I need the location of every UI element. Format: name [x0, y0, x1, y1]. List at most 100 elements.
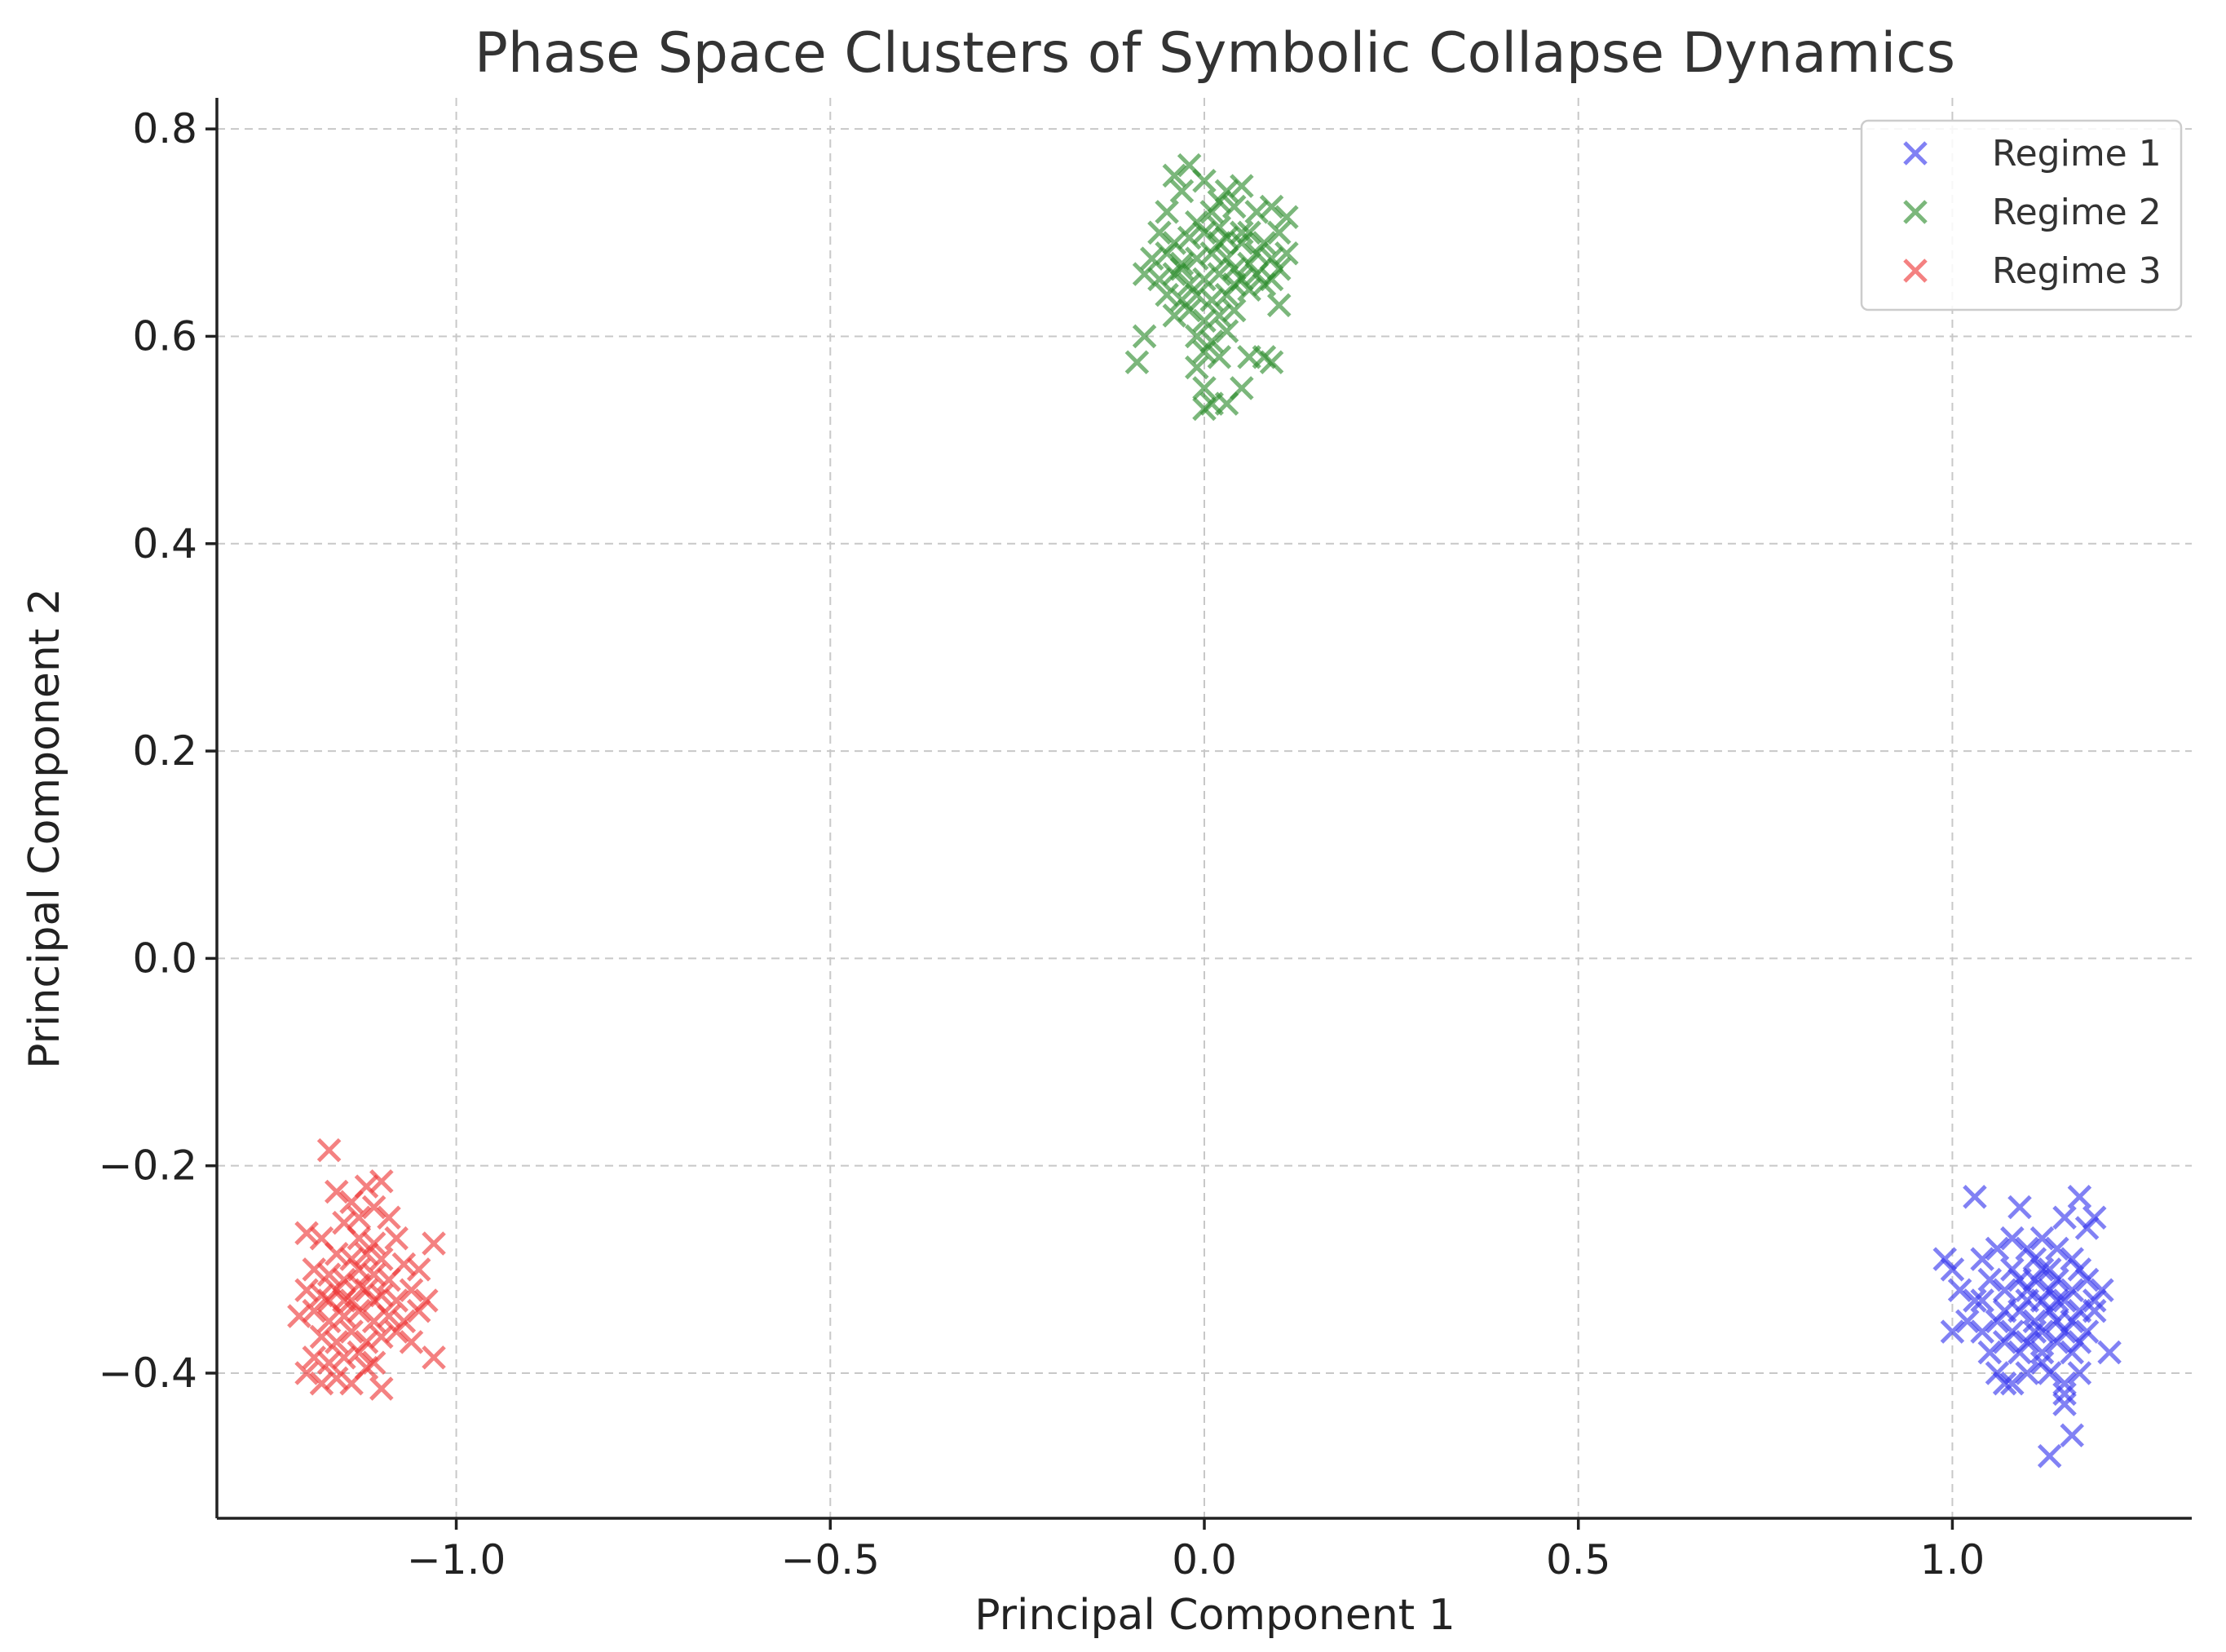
- data-point: [422, 1345, 446, 1370]
- data-point: [302, 1345, 327, 1370]
- data-point: [406, 1257, 431, 1282]
- data-point: [377, 1205, 401, 1230]
- data-point: [316, 1137, 342, 1163]
- data-point: [1155, 200, 1179, 224]
- data-point: [1259, 350, 1284, 375]
- data-point: [2000, 1257, 2025, 1282]
- data-point: [1259, 194, 1284, 219]
- data-point: [2052, 1319, 2077, 1344]
- x-axis-label: Principal Component 1: [974, 1591, 1455, 1640]
- data-point: [287, 1304, 311, 1328]
- data-point: [316, 1309, 342, 1334]
- data-point: [1977, 1267, 2003, 1292]
- data-point: [1199, 200, 1224, 224]
- data-point: [1940, 1319, 1965, 1344]
- data-point: [2007, 1195, 2032, 1220]
- data-point: [1970, 1319, 1994, 1344]
- data-point: [2015, 1330, 2039, 1354]
- x-tick-label: −1.0: [407, 1536, 506, 1584]
- data-point: [1207, 189, 1232, 214]
- data-point: [2045, 1236, 2069, 1261]
- data-point: [1207, 231, 1232, 255]
- data-point: [332, 1345, 356, 1370]
- data-point: [1124, 350, 1150, 375]
- legend-item: Regime 2: [1903, 192, 2162, 233]
- chart-title: Phase Space Clusters of Symbolic Collaps…: [475, 21, 1955, 86]
- data-point: [1162, 303, 1187, 328]
- x-tick-label: −0.5: [781, 1536, 880, 1584]
- data-point: [1932, 1247, 1958, 1271]
- data-point: [1207, 262, 1232, 286]
- data-point: [2000, 1371, 2025, 1396]
- data-point: [2067, 1185, 2092, 1209]
- legend-marker: [1903, 258, 1928, 283]
- data-point: [2074, 1216, 2100, 1240]
- data-point: [2015, 1361, 2039, 1385]
- data-point: [1230, 174, 1254, 198]
- data-point: [2015, 1236, 2039, 1261]
- data-point: [1992, 1330, 2017, 1354]
- data-point: [1985, 1309, 2010, 1334]
- data-point: [2074, 1319, 2100, 1344]
- data-point: [1237, 251, 1261, 276]
- data-point: [2029, 1340, 2055, 1365]
- data-point: [1185, 210, 1209, 235]
- data-point: [406, 1298, 431, 1323]
- data-point: [2000, 1226, 2025, 1251]
- legend-box: [1860, 119, 2183, 311]
- legend: Regime 1 Regime 2 Regime 3: [1860, 119, 2183, 311]
- data-point: [422, 1231, 446, 1256]
- data-point: [347, 1226, 372, 1251]
- legend-label: Regime 3: [1992, 250, 2162, 292]
- data-point: [1214, 319, 1239, 343]
- data-point: [1970, 1288, 1994, 1313]
- data-point: [2022, 1319, 2047, 1344]
- data-point: [294, 1361, 319, 1385]
- data-point: [354, 1241, 379, 1266]
- data-point: [361, 1288, 386, 1313]
- data-point: [1162, 231, 1187, 255]
- data-point: [2045, 1288, 2069, 1313]
- legend-marker: [1903, 200, 1928, 224]
- data-point: [1214, 282, 1239, 307]
- data-point: [309, 1324, 334, 1349]
- data-point: [1244, 200, 1269, 224]
- y-tick-label: −0.4: [99, 1349, 197, 1397]
- data-point: [2015, 1278, 2039, 1303]
- data-point: [1963, 1185, 1987, 1209]
- data-point: [1192, 376, 1217, 400]
- data-point: [1132, 324, 1157, 349]
- data-point: [1274, 241, 1299, 266]
- data-point: [1237, 220, 1261, 245]
- data-point: [1259, 267, 1284, 292]
- data-point: [1185, 282, 1209, 307]
- data-point: [369, 1247, 394, 1271]
- data-point: [1185, 355, 1209, 380]
- data-point: [347, 1205, 372, 1230]
- data-point: [2037, 1298, 2062, 1323]
- data-point: [339, 1247, 364, 1271]
- data-point: [1947, 1278, 1972, 1303]
- data-point: [391, 1309, 417, 1334]
- data-point: [1185, 246, 1209, 271]
- data-point: [1252, 231, 1277, 255]
- x-tick-label: 1.0: [1920, 1536, 1985, 1584]
- legend-marker: [1903, 141, 1928, 166]
- data-point: [1977, 1340, 2003, 1365]
- data-point: [1169, 288, 1195, 312]
- data-point: [302, 1257, 327, 1282]
- data-point: [1244, 241, 1269, 266]
- data-point: [1192, 220, 1217, 245]
- data-point: [1266, 293, 1292, 318]
- data-point: [1963, 1288, 1987, 1313]
- data-point: [2015, 1288, 2039, 1313]
- data-point: [1192, 267, 1217, 292]
- data-point: [399, 1330, 424, 1354]
- data-point: [2052, 1288, 2077, 1313]
- x-tick-label: 0.0: [1172, 1536, 1237, 1584]
- x-tick-label: 0.5: [1546, 1536, 1611, 1584]
- data-point: [354, 1330, 379, 1354]
- data-point: [347, 1298, 372, 1323]
- data-point: [1192, 396, 1217, 422]
- data-point: [2037, 1278, 2062, 1303]
